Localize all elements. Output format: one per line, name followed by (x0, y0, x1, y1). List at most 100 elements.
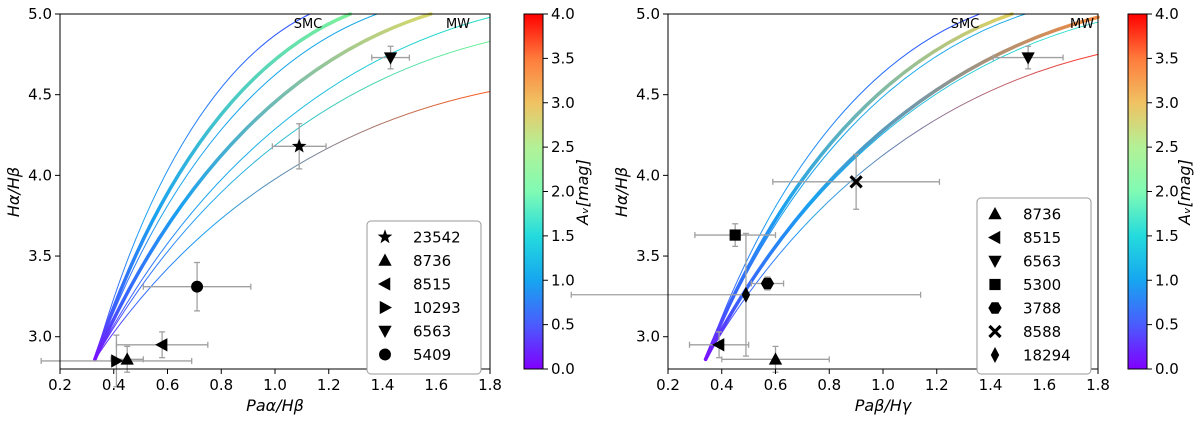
x-tick-label: 1.8 (1086, 376, 1110, 394)
extinction-curve (705, 21, 1099, 360)
colorbar-right: 0.0 0.5 1.0 1.5 2.0 2.5 3.0 3.5 4.0 Aᵥ[mag] (1127, 5, 1194, 378)
colorbar-label: Aᵥ[mag] (1175, 159, 1194, 226)
legend-label: 8515 (1023, 229, 1061, 247)
extinction-curve (93, 12, 433, 362)
extinction-curves (93, 12, 491, 362)
colorbar-tick-label: 0.0 (551, 360, 575, 378)
colorbar-tick-label: 4.0 (1155, 5, 1179, 23)
colorbar-tick-label: 2.5 (1155, 138, 1179, 156)
x-axis-ticks: 0.2 0.4 0.6 0.8 1.0 1.2 1.4 1.6 1.8 (656, 369, 1110, 394)
colorbar-ticks: 0.0 0.5 1.0 1.5 2.0 2.5 3.0 3.5 4.0 (1147, 5, 1179, 378)
x-tick-label: 0.2 (48, 376, 72, 394)
colorbar-tick-label: 0.0 (1155, 360, 1179, 378)
colorbar-tick-label: 0.5 (551, 316, 575, 334)
y-tick-label: 4.0 (636, 166, 660, 184)
x-tick-label: 0.4 (710, 376, 734, 394)
marker-8588 (849, 175, 863, 189)
y-tick-label: 3.0 (636, 328, 660, 346)
colorbar-left: 0.0 0.5 1.0 1.5 2.0 2.5 3.0 3.5 4.0 Aᵥ[mag] (523, 5, 592, 378)
legend-marker-8736 (988, 207, 1002, 220)
marker-6563 (383, 52, 398, 65)
legend: 8736 8515 6563 5300 3788 8588 18294 (976, 197, 1092, 375)
colorbar-tick-label: 4.0 (551, 5, 575, 23)
x-axis-label: Paβ/Hγ (855, 396, 913, 415)
marker-18294 (741, 286, 751, 303)
x-tick-label: 0.2 (656, 376, 680, 394)
y-axis-label: Hα/Hβ (4, 167, 23, 217)
curve-label-smc: SMC (294, 17, 323, 32)
y-tick-label: 3.5 (28, 247, 52, 265)
marker-3788 (760, 277, 775, 290)
y-axis-ticks: 3.0 3.5 4.0 4.5 5.0 (28, 5, 60, 346)
x-tick-label: 1.6 (1032, 376, 1056, 394)
x-tick-label: 1.0 (263, 376, 287, 394)
y-tick-label: 3.5 (636, 247, 660, 265)
marker-5409 (191, 280, 204, 293)
y-tick-label: 3.0 (28, 328, 52, 346)
right-plot-panel: 0.2 0.4 0.6 0.8 1.0 1.2 1.4 1.6 1.8 3.0 3.5 4.0 4.5… (570, 5, 1110, 415)
x-axis-ticks: 0.2 0.4 0.6 0.8 1.0 1.2 1.4 1.6 1.8 (48, 369, 502, 394)
y-tick-label: 5.0 (636, 5, 660, 23)
colorbar-tick-label: 1.5 (551, 227, 575, 245)
y-axis-label: Hα/Hβ (612, 167, 631, 217)
legend-label: 6563 (413, 323, 451, 341)
x-tick-label: 1.4 (979, 376, 1003, 394)
colorbar-tick-label: 1.0 (1155, 271, 1179, 289)
colorbar-gradient (523, 13, 544, 370)
marker-8736 (768, 352, 783, 365)
extinction-curves (703, 12, 1100, 362)
legend-label: 6563 (1023, 253, 1061, 271)
marker-8515 (155, 338, 168, 352)
y-tick-label: 4.5 (28, 86, 52, 104)
legend-marker-8515 (988, 230, 1001, 245)
legend-marker-3788 (988, 302, 1002, 314)
legend-label: 8515 (413, 276, 451, 294)
legend-marker-8588 (988, 324, 1002, 339)
y-tick-label: 5.0 (28, 5, 52, 23)
marker-5300 (729, 229, 741, 241)
legend-marker-10293 (379, 300, 392, 315)
legend-label: 18294 (1023, 347, 1071, 365)
extinction-curve (703, 12, 1014, 362)
legend-label: 8736 (1023, 206, 1061, 224)
legend-marker-8515 (378, 277, 391, 291)
marker-8736 (120, 352, 134, 365)
x-axis-label: Paα/Hβ (246, 396, 304, 415)
x-tick-label: 0.6 (764, 376, 788, 394)
legend-label: 8588 (1023, 323, 1061, 341)
legend-label: 8736 (413, 252, 451, 270)
left-plot-panel: 0.2 0.4 0.6 0.8 1.0 1.2 1.4 1.6 1.8 3.0 3.5 4.0 4.5… (4, 5, 502, 415)
error-bars (40, 45, 411, 388)
colorbar-tick-label: 3.5 (551, 49, 575, 67)
extinction-curve (94, 90, 491, 360)
x-tick-label: 1.4 (371, 376, 395, 394)
colorbar-tick-label: 2.0 (551, 183, 575, 201)
legend-marker-6563 (988, 255, 1002, 268)
colorbar-label: Aᵥ[mag] (573, 159, 592, 226)
legend-marker-23542 (377, 229, 393, 244)
legend-label: 23542 (413, 229, 461, 247)
colorbar-tick-label: 2.5 (551, 138, 575, 156)
legend: 23542 8736 8515 10293 6563 5409 (366, 220, 482, 375)
extinction-curve (94, 16, 491, 360)
extinction-curve (705, 13, 1026, 360)
curve-label-mw: MW (446, 17, 470, 32)
marker-8515 (712, 338, 725, 352)
colorbar-ticks: 0.0 0.5 1.0 1.5 2.0 2.5 3.0 3.5 4.0 (543, 5, 575, 378)
extinction-curve (94, 13, 311, 360)
colorbar-gradient (1127, 13, 1148, 370)
x-tick-label: 0.4 (102, 376, 126, 394)
marker-10293 (111, 354, 124, 368)
x-tick-label: 1.8 (478, 376, 502, 394)
colorbar-tick-label: 2.0 (1155, 183, 1179, 201)
legend-box (366, 220, 482, 375)
legend-label: 5300 (1023, 276, 1061, 294)
colorbar-tick-label: 3.5 (1155, 49, 1179, 67)
x-tick-label: 1.0 (871, 376, 895, 394)
curve-label-mw: MW (1070, 17, 1094, 32)
data-markers (111, 52, 398, 368)
legend-marker-8736 (378, 253, 392, 266)
extinction-curve (94, 13, 378, 360)
marker-23542 (291, 138, 307, 153)
